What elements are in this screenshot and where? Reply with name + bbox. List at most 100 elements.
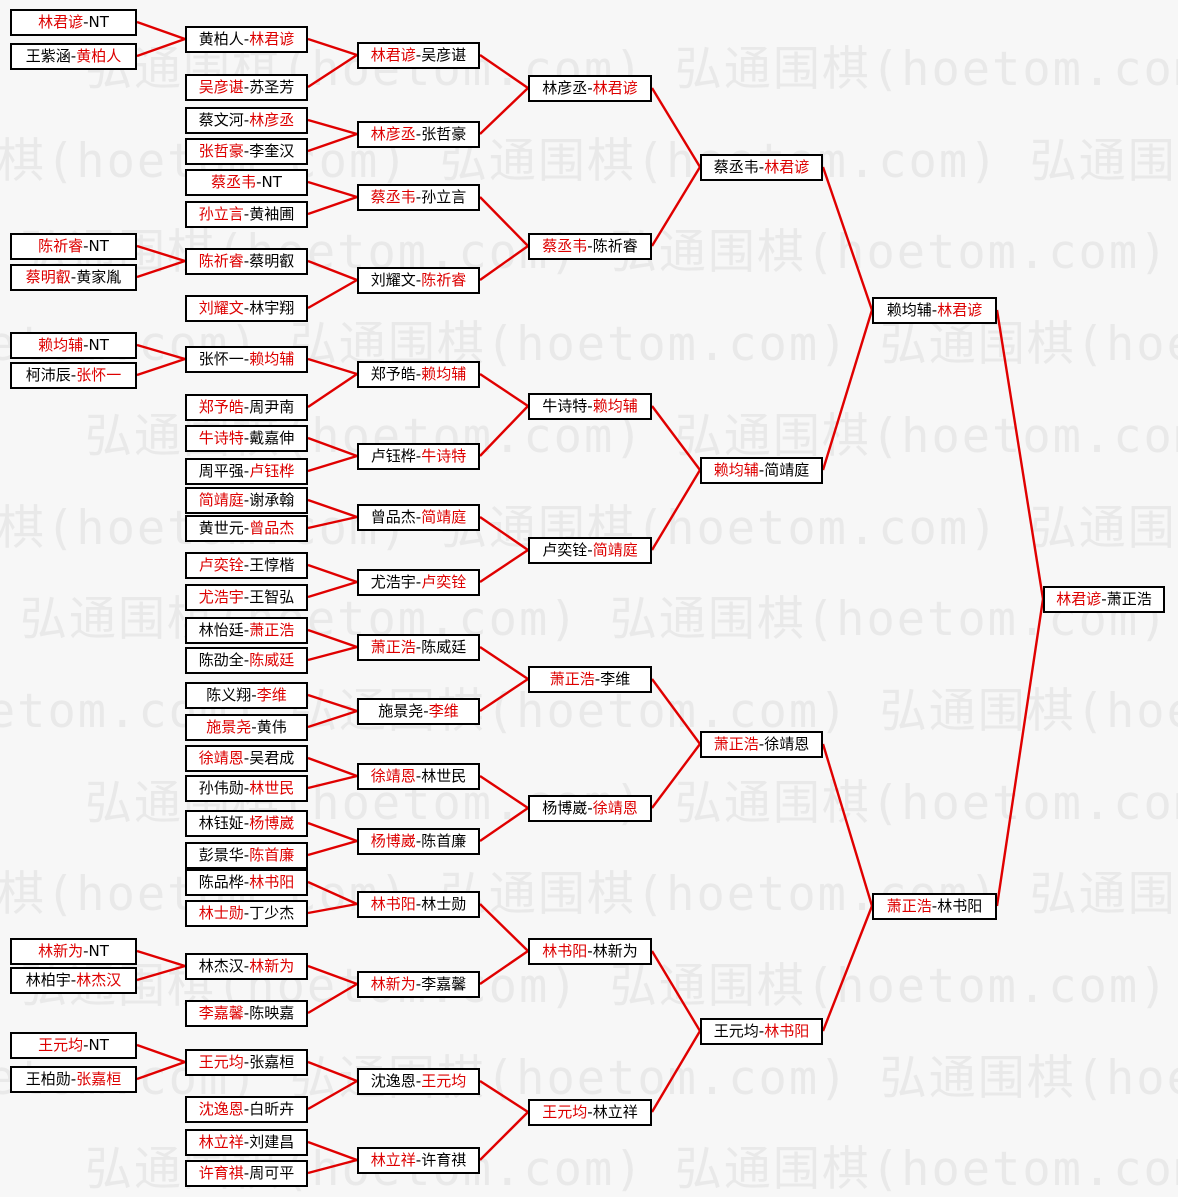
player-name: 萧正浩 bbox=[886, 897, 932, 915]
vs-dash: - bbox=[243, 1164, 250, 1182]
vs-dash: - bbox=[587, 541, 593, 559]
match-box-b25: 陈品桦 - 林书阳 bbox=[185, 869, 308, 896]
match-box-c8: 尤浩宇 - 卢奕铨 bbox=[357, 569, 480, 596]
bracket-line bbox=[136, 259, 186, 279]
vs-dash: - bbox=[587, 79, 593, 97]
vs-dash: - bbox=[83, 1036, 89, 1054]
vs-dash: - bbox=[251, 686, 257, 704]
match-box-d8: 王元均 - 林立祥 bbox=[528, 1099, 652, 1126]
vs-dash: - bbox=[70, 47, 77, 65]
player-name: 林彦丞 bbox=[249, 111, 295, 129]
match-box-b1: 黄柏人 - 林君谚 bbox=[185, 26, 308, 53]
vs-dash: - bbox=[415, 1072, 422, 1090]
bracket-line bbox=[307, 839, 358, 857]
vs-dash: - bbox=[931, 301, 938, 319]
player-name: 张哲豪 bbox=[198, 142, 244, 160]
match-box-b3: 蔡文河 - 林彦丞 bbox=[185, 107, 308, 134]
bracket-line bbox=[307, 709, 358, 729]
player-name: 林书阳 bbox=[764, 1022, 810, 1040]
bracket-line bbox=[651, 405, 701, 471]
bracket-line bbox=[307, 357, 358, 376]
player-name: 王元均 bbox=[198, 1053, 244, 1071]
match-box-c14: 林新为 - 李嘉馨 bbox=[357, 971, 480, 998]
bracket-line bbox=[307, 880, 358, 906]
player-name: 林书阳 bbox=[249, 873, 295, 891]
player-name: 周平强 bbox=[198, 462, 244, 480]
bracket-line bbox=[821, 166, 874, 311]
vs-dash: - bbox=[243, 350, 250, 368]
player-name: 林君谚 bbox=[592, 79, 638, 97]
vs-dash: - bbox=[243, 1004, 250, 1022]
player-name: 黄柏人 bbox=[76, 47, 122, 65]
bracket-line bbox=[479, 405, 529, 457]
vs-dash: - bbox=[83, 942, 89, 960]
bracket-line bbox=[307, 259, 358, 282]
match-box-b22: 孙伟勋 - 林世民 bbox=[185, 775, 308, 802]
player-name: 苏圣芳 bbox=[249, 78, 295, 96]
match-box-b19: 陈义翔 - 李维 bbox=[185, 682, 308, 709]
player-name: 施景尧 bbox=[206, 718, 252, 736]
match-box-c11: 徐靖恩 - 林世民 bbox=[357, 763, 480, 790]
match-box-b14: 黄世元 - 曾品杰 bbox=[185, 515, 308, 542]
player-name: 陈映嘉 bbox=[249, 1004, 295, 1022]
player-name: 徐靖恩 bbox=[370, 767, 416, 785]
vs-dash: - bbox=[931, 897, 938, 915]
vs-dash: - bbox=[243, 1053, 250, 1071]
bracket-line bbox=[307, 563, 358, 584]
player-name: 林立祥 bbox=[198, 1133, 244, 1151]
player-name: 萧正浩 bbox=[713, 735, 759, 753]
player-name: 李维 bbox=[428, 702, 459, 720]
player-name: 卢奕铨 bbox=[198, 556, 244, 574]
match-box-a1: 林君谚 - NT bbox=[10, 9, 137, 36]
match-box-d2: 蔡丞韦 - 陈祈睿 bbox=[528, 233, 652, 260]
bracket-line bbox=[479, 196, 529, 247]
match-box-b26: 林士勋 - 丁少杰 bbox=[185, 900, 308, 927]
player-name: 柯沛辰 bbox=[25, 366, 71, 384]
vs-dash: - bbox=[243, 779, 250, 797]
player-name: NT bbox=[261, 173, 282, 191]
player-name: NT bbox=[88, 1036, 109, 1054]
player-name: 卢钰桦 bbox=[370, 447, 416, 465]
match-box-b9: 张怀一 - 赖均辅 bbox=[185, 346, 308, 373]
player-name: 林柏宇 bbox=[25, 971, 71, 989]
player-name: 萧正浩 bbox=[1106, 590, 1152, 608]
player-name: 林新为 bbox=[249, 957, 295, 975]
player-name: 林钰姃 bbox=[198, 814, 244, 832]
player-name: 王智弘 bbox=[249, 588, 295, 606]
player-name: 尤浩宇 bbox=[370, 573, 416, 591]
bracket-line bbox=[821, 309, 874, 471]
player-name: 陈祈睿 bbox=[421, 271, 467, 289]
bracket-line bbox=[307, 902, 358, 915]
player-name: 林君谚 bbox=[764, 158, 810, 176]
player-name: 林新为 bbox=[370, 975, 416, 993]
player-name: 许育祺 bbox=[421, 1151, 467, 1169]
player-name: 简靖庭 bbox=[198, 491, 244, 509]
player-name: 赖均辅 bbox=[592, 397, 638, 415]
player-name: 刘耀文 bbox=[198, 299, 244, 317]
player-name: 王柏勋 bbox=[25, 1070, 71, 1088]
player-name: 彭景华 bbox=[198, 846, 244, 864]
match-box-b13: 简靖庭 - 谢承翰 bbox=[185, 487, 308, 514]
vs-dash: - bbox=[83, 237, 89, 255]
vs-dash: - bbox=[243, 1100, 250, 1118]
player-name: 蔡丞韦 bbox=[370, 188, 416, 206]
player-name: NT bbox=[88, 336, 109, 354]
bracket-line bbox=[479, 646, 529, 680]
player-name: 陈祈睿 bbox=[38, 237, 84, 255]
vs-dash: - bbox=[243, 205, 250, 223]
player-name: 张怀一 bbox=[198, 350, 244, 368]
player-name: 林新为 bbox=[592, 942, 638, 960]
match-box-a2: 王紫涵 - 黄柏人 bbox=[10, 43, 137, 70]
match-box-c2: 林彦丞 - 张哲豪 bbox=[357, 121, 480, 148]
match-box-b28: 李嘉馨 - 陈映嘉 bbox=[185, 1000, 308, 1027]
match-box-e1: 蔡丞韦 - 林君谚 bbox=[700, 154, 823, 181]
bracket-line bbox=[651, 743, 701, 809]
player-name: 牛诗特 bbox=[542, 397, 588, 415]
match-box-c7: 曾品杰 - 简靖庭 bbox=[357, 504, 480, 531]
vs-dash: - bbox=[243, 749, 250, 767]
player-name: 林士勋 bbox=[421, 895, 467, 913]
player-name: 蔡明叡 bbox=[25, 268, 71, 286]
match-box-a8: 林柏宇 - 林杰汉 bbox=[10, 967, 137, 994]
vs-dash: - bbox=[70, 1070, 77, 1088]
